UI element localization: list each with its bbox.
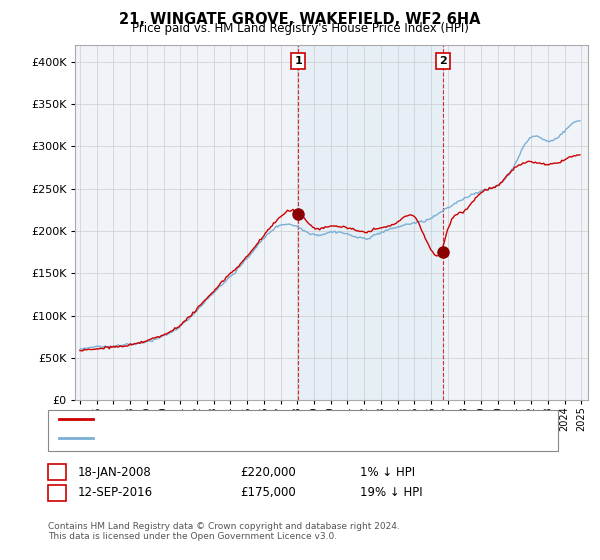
Text: 12-SEP-2016: 12-SEP-2016 — [78, 486, 153, 500]
Text: £220,000: £220,000 — [240, 465, 296, 479]
Bar — [298, 45, 443, 400]
Text: 1: 1 — [53, 465, 61, 479]
Text: 18-JAN-2008: 18-JAN-2008 — [78, 465, 152, 479]
Text: HPI: Average price, detached house, Wakefield: HPI: Average price, detached house, Wake… — [98, 433, 353, 443]
Text: Price paid vs. HM Land Registry's House Price Index (HPI): Price paid vs. HM Land Registry's House … — [131, 22, 469, 35]
Text: 21, WINGATE GROVE, WAKEFIELD, WF2 6HA (detached house): 21, WINGATE GROVE, WAKEFIELD, WF2 6HA (d… — [98, 414, 437, 424]
Text: 1% ↓ HPI: 1% ↓ HPI — [360, 465, 415, 479]
Text: 2: 2 — [439, 56, 447, 66]
Text: £175,000: £175,000 — [240, 486, 296, 500]
Text: 2: 2 — [53, 486, 61, 500]
Text: 1: 1 — [294, 56, 302, 66]
Text: 19% ↓ HPI: 19% ↓ HPI — [360, 486, 422, 500]
Text: Contains HM Land Registry data © Crown copyright and database right 2024.
This d: Contains HM Land Registry data © Crown c… — [48, 522, 400, 542]
Text: 21, WINGATE GROVE, WAKEFIELD, WF2 6HA: 21, WINGATE GROVE, WAKEFIELD, WF2 6HA — [119, 12, 481, 27]
